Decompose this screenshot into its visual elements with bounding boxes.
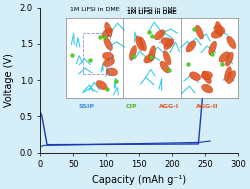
Y-axis label: Voltage (V): Voltage (V) — [4, 53, 14, 107]
Text: -40°C: -40°C — [124, 25, 183, 44]
X-axis label: Capacity (mAh g⁻¹): Capacity (mAh g⁻¹) — [92, 175, 186, 185]
